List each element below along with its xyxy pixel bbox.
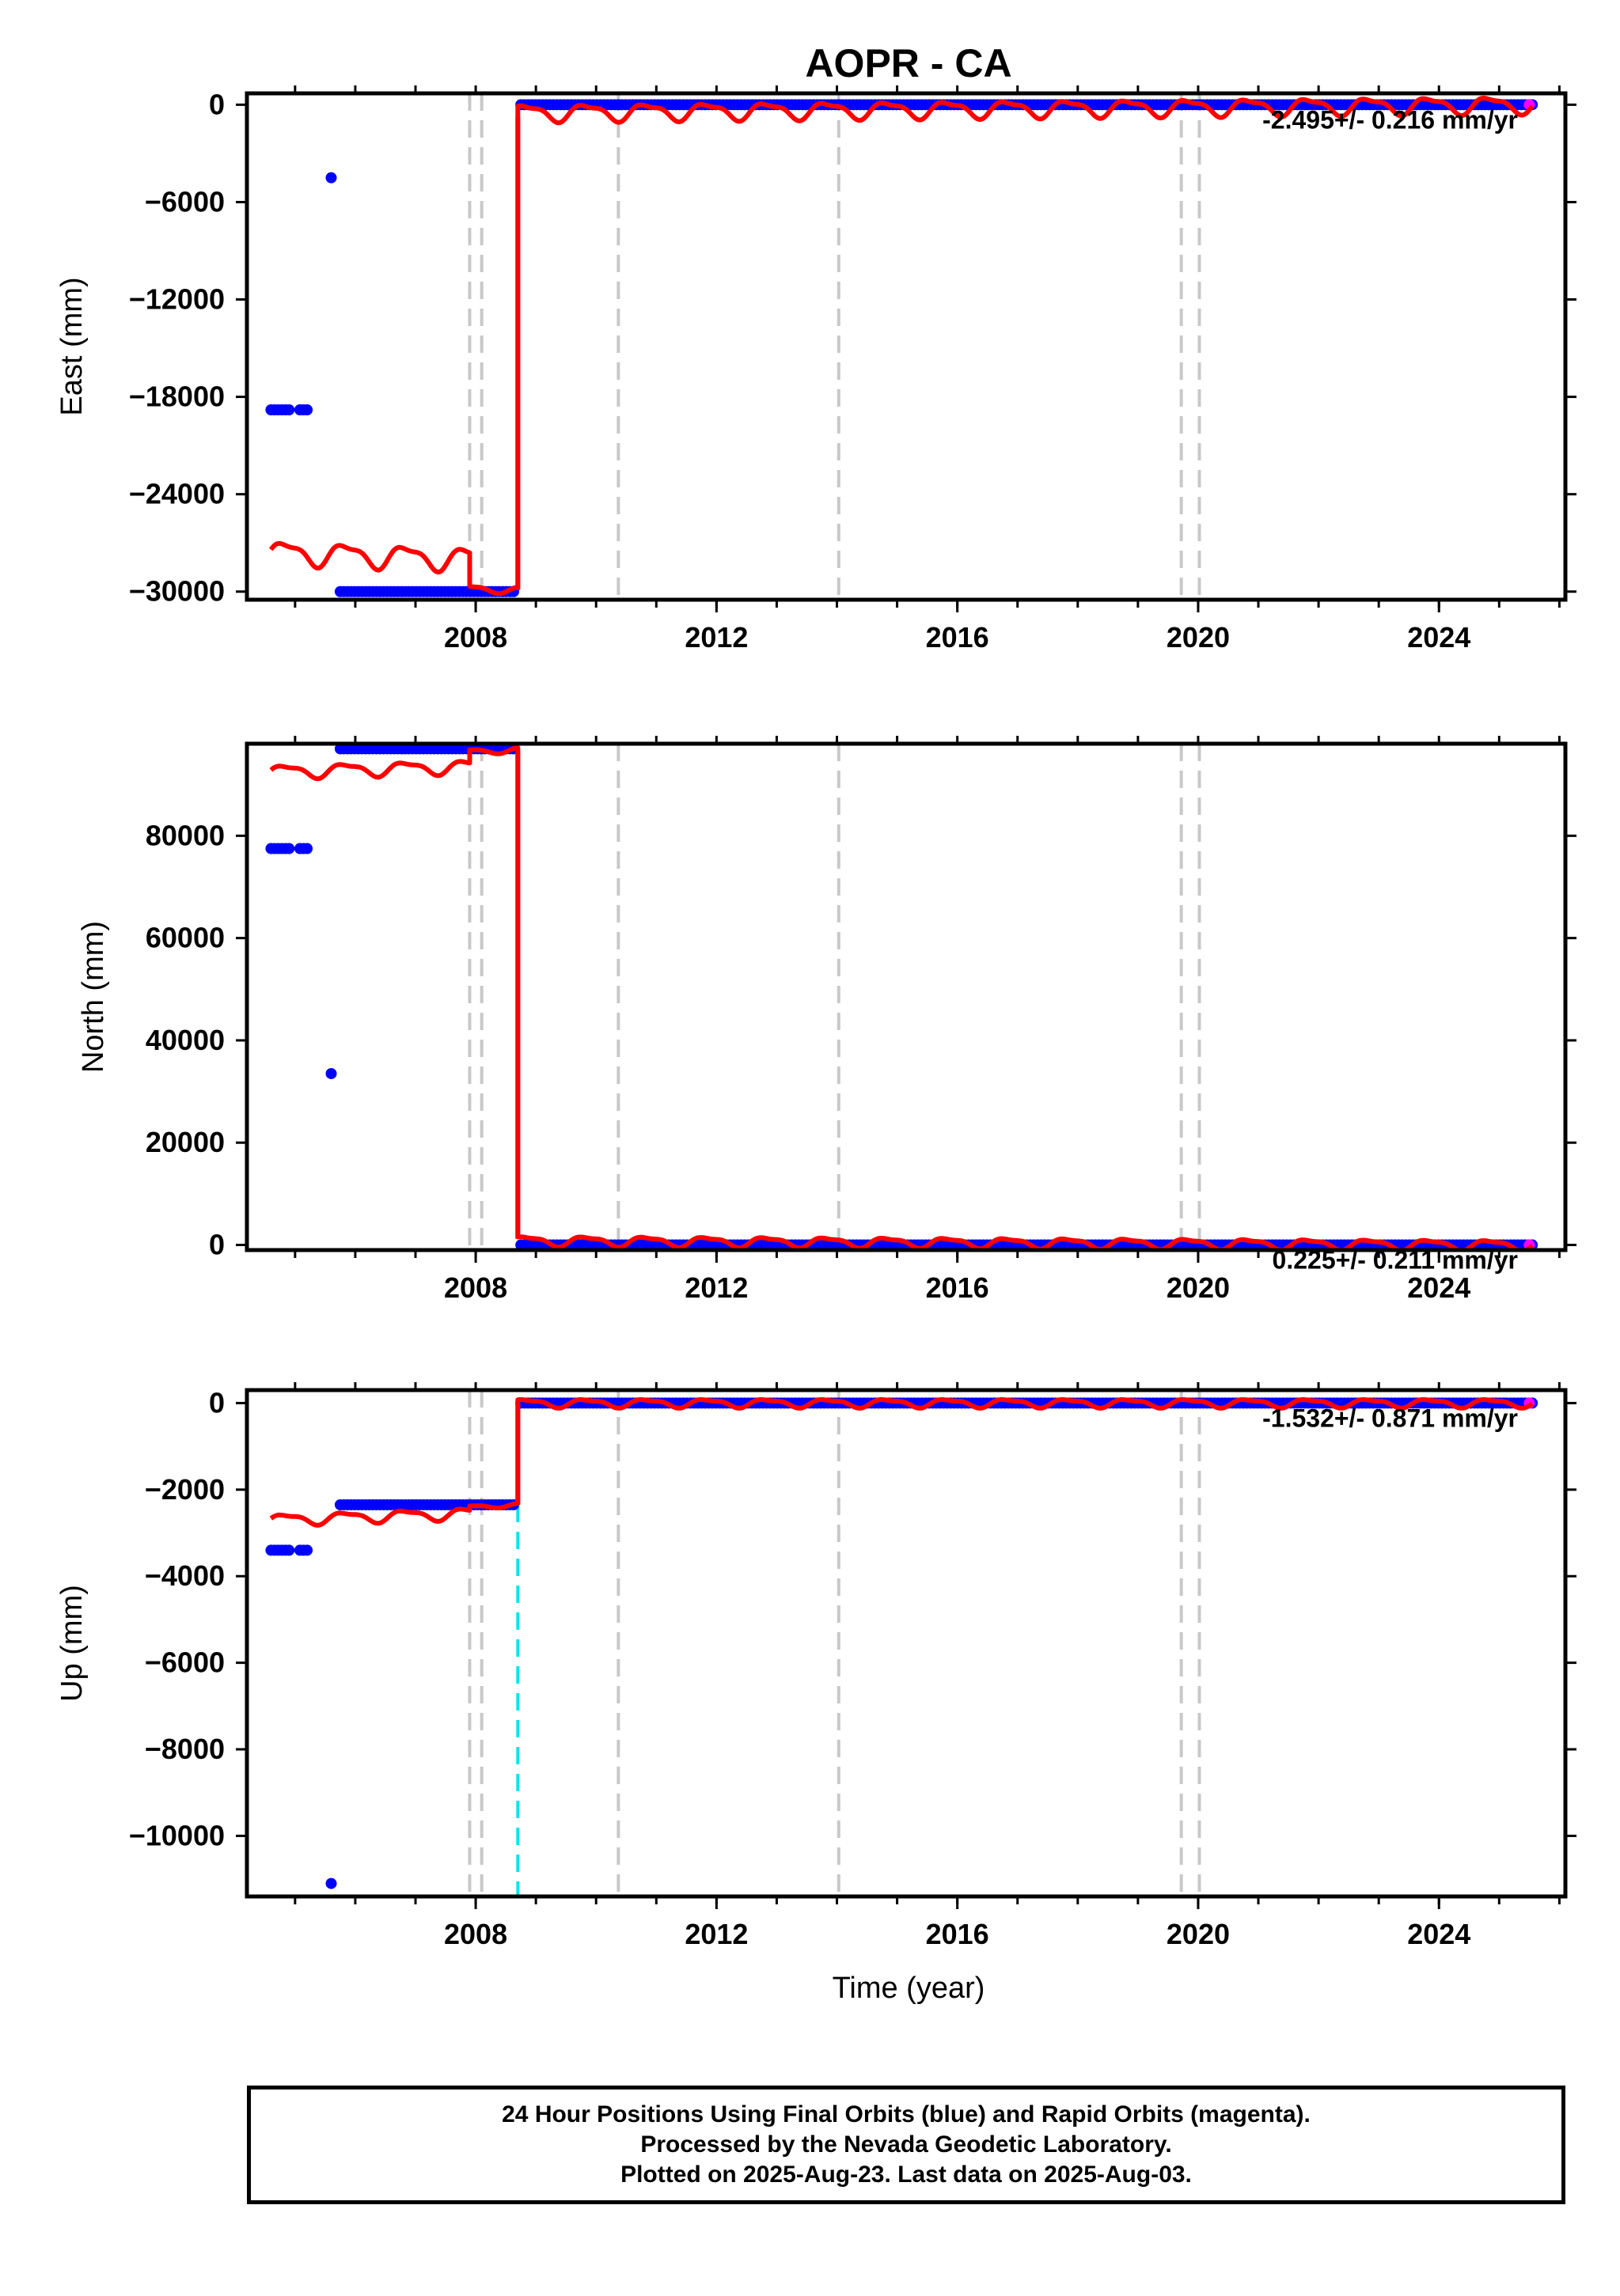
y-tick-label: 80000 [146, 819, 225, 851]
y-tick-label: 0 [209, 1229, 225, 1261]
model-curve [268, 96, 1535, 597]
x-tick-label: 2008 [444, 1918, 507, 1950]
y-tick-label: −18000 [129, 381, 225, 413]
data-point [283, 1544, 295, 1556]
data-point [302, 1544, 313, 1556]
y-tick-label: −8000 [145, 1733, 225, 1765]
up-frame [245, 1388, 1568, 1899]
caption-line-1: 24 Hour Positions Using Final Orbits (bl… [502, 2101, 1311, 2127]
y-tick-label: 20000 [146, 1126, 225, 1158]
chart-title: AOPR - CA [805, 41, 1011, 85]
caption-line-2: Processed by the Nevada Geodetic Laborat… [640, 2131, 1172, 2158]
y-tick-label: −24000 [129, 478, 225, 510]
y-tick-label: −12000 [129, 283, 225, 316]
caption-box: 24 Hour Positions Using Final Orbits (bl… [247, 2086, 1565, 2204]
panel-north: 0 20000 40000 60000 80000 North (mm) 2008 2012 2… [77, 736, 1576, 1304]
y-tick-label: 40000 [146, 1024, 225, 1056]
data-point [283, 843, 295, 854]
x-tick-label: 2012 [685, 621, 748, 654]
x-tick-label: 2016 [926, 1918, 989, 1950]
x-tick-label: 2024 [1407, 1918, 1470, 1950]
x-tick-label: 2020 [1167, 1271, 1230, 1304]
x-tick-label: 2016 [926, 621, 989, 654]
x-tick-label: 2024 [1407, 621, 1470, 654]
y-tick-label: −6000 [145, 1646, 225, 1679]
y-tick-label: 0 [209, 88, 225, 120]
data-point [283, 404, 295, 415]
x-tick-label: 2020 [1167, 1918, 1230, 1950]
north-axis-label: North (mm) [77, 921, 110, 1073]
x-axis-label: Time (year) [833, 1972, 985, 2005]
data-point [325, 1067, 337, 1079]
x-tick-label: 2012 [685, 1918, 748, 1950]
x-tick-label: 2020 [1167, 621, 1230, 654]
east-frame [245, 91, 1568, 602]
y-tick-label: −6000 [145, 185, 225, 218]
east-axis-label: East (mm) [55, 277, 89, 415]
data-point [325, 172, 337, 184]
y-tick-label: 60000 [146, 922, 225, 954]
x-tick-label: 2016 [926, 1271, 989, 1304]
data-point [302, 843, 313, 854]
up-rate-label: -1.532+/- 0.871 mm/yr [1262, 1404, 1518, 1432]
north-plot-area [265, 744, 1538, 1250]
x-tick-label: 2024 [1407, 1271, 1470, 1304]
caption-line-3: Plotted on 2025-Aug-23. Last data on 202… [620, 2161, 1192, 2188]
y-tick-label: −10000 [129, 1819, 225, 1851]
panel-east: 0 −6000 −12000 −18000 −24000 −30000 East (mm) 2… [55, 85, 1576, 654]
x-tick-label: 2008 [444, 1271, 507, 1304]
x-tick-label: 2008 [444, 621, 507, 654]
x-tick-label: 2012 [685, 1271, 748, 1304]
y-tick-label: −30000 [129, 575, 225, 608]
east-rate-label: -2.495+/- 0.216 mm/yr [1262, 105, 1518, 134]
data-point [325, 1877, 337, 1889]
north-rate-label: 0.225+/- 0.211 mm/yr [1273, 1246, 1518, 1275]
east-plot-area [265, 93, 1538, 600]
model-curve [269, 745, 1535, 1250]
y-tick-label: −2000 [145, 1473, 225, 1506]
panel-up: 0 −2000 −4000 −6000 −8000 −10000 Up (mm) 2008 20… [55, 1382, 1576, 1950]
north-frame [245, 741, 1568, 1252]
up-axis-label: Up (mm) [55, 1585, 89, 1702]
y-tick-label: 0 [209, 1386, 225, 1419]
model-curve [269, 1397, 1534, 1528]
data-point [302, 404, 313, 415]
y-tick-label: −4000 [145, 1559, 225, 1592]
up-plot-area [265, 1390, 1538, 1896]
